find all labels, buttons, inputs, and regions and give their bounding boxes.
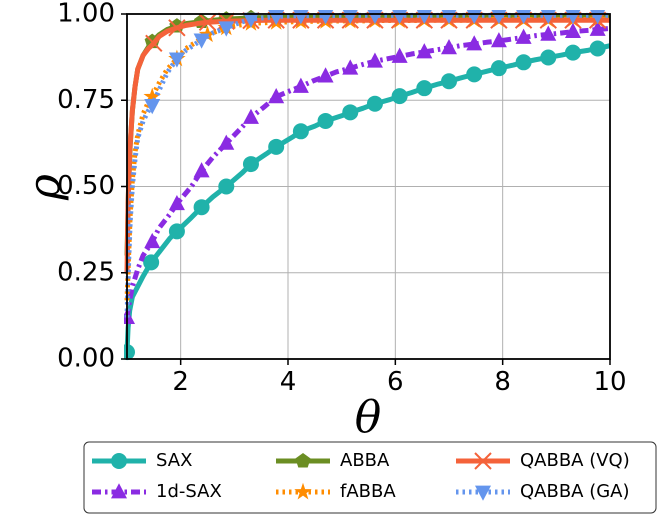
- data-point: [366, 95, 383, 112]
- series-1d-sax: [124, 20, 611, 324]
- legend-item: SAX: [92, 450, 192, 471]
- data-point: [242, 156, 259, 173]
- legend-label: SAX: [156, 450, 192, 471]
- data-point: [589, 40, 606, 57]
- legend-marker: [295, 453, 311, 468]
- data-point: [143, 87, 161, 105]
- data-point: [242, 12, 259, 28]
- y-tick-label: 0.25: [57, 257, 115, 287]
- legend-item: QABBA (GA): [456, 481, 630, 502]
- legend-label: QABBA (GA): [520, 481, 630, 502]
- data-point: [198, 13, 217, 31]
- x-tick-label: 10: [593, 367, 626, 397]
- data-point: [416, 80, 433, 97]
- data-point: [391, 47, 408, 63]
- data-point: [242, 108, 259, 124]
- series-sax: [124, 40, 611, 361]
- series-fabba: [124, 10, 610, 301]
- data-point: [466, 66, 483, 83]
- data-point: [193, 33, 210, 49]
- data-point: [292, 77, 309, 93]
- legend-label: ABBA: [340, 450, 390, 471]
- data-point: [145, 34, 163, 53]
- data-point: [268, 138, 285, 155]
- series-qabba-ga: [124, 10, 610, 318]
- x-tick-label: 4: [280, 367, 297, 397]
- data-point: [391, 88, 408, 105]
- legend-marker: [474, 452, 492, 470]
- legend-marker: [294, 482, 312, 500]
- legend-item: ABBA: [276, 450, 390, 471]
- x-tick-label: 6: [387, 367, 404, 397]
- data-point: [218, 134, 235, 150]
- data-point: [441, 73, 457, 90]
- data-point: [342, 59, 359, 75]
- data-point: [515, 28, 532, 44]
- data-point: [168, 19, 186, 37]
- y-tick-label: 0.50: [57, 171, 115, 201]
- series-line: [124, 12, 610, 318]
- series-qabba-vq: [124, 11, 610, 273]
- legend-box: [83, 441, 657, 514]
- data-point: [564, 22, 581, 38]
- data-point: [168, 223, 185, 240]
- legend-label: 1d-SAX: [156, 481, 222, 502]
- legend-label: QABBA (VQ): [520, 450, 630, 471]
- data-point: [466, 35, 483, 51]
- series-line: [124, 13, 610, 256]
- data-point: [168, 52, 185, 68]
- data-point: [317, 112, 334, 129]
- legend-item: fABBA: [276, 481, 396, 502]
- data-point: [268, 88, 285, 104]
- legend-marker: [111, 483, 127, 499]
- data-point: [490, 60, 507, 77]
- data-point: [589, 20, 606, 36]
- legend-marker: [475, 485, 491, 501]
- data-point: [317, 67, 334, 83]
- data-point: [218, 178, 235, 195]
- data-point: [218, 21, 235, 37]
- ticks: 2 4 6 8 10 0.00 0.25 0.50 0.75 1.00: [57, 0, 626, 397]
- data-point: [366, 52, 383, 68]
- legend-label: fABBA: [340, 481, 396, 502]
- x-axis-title: θ: [355, 392, 382, 443]
- data-point: [144, 232, 161, 249]
- data-point: [540, 25, 557, 41]
- data-point: [342, 104, 359, 121]
- y-tick-label: 0.75: [57, 85, 115, 115]
- data-point: [416, 43, 433, 59]
- y-tick-label: 1.00: [57, 0, 115, 29]
- series-line: [124, 43, 611, 353]
- legend: SAX 1d-SAX ABBA fABBA QABBA (VQ) QABBA (GA): [83, 441, 657, 514]
- data-point: [490, 32, 507, 48]
- data-point: [292, 123, 309, 140]
- data-point: [168, 194, 185, 211]
- x-tick-label: 2: [172, 367, 189, 397]
- y-tick-label: 0.00: [57, 344, 115, 374]
- data-point: [143, 254, 160, 271]
- data-point: [441, 39, 457, 55]
- x-tick-label: 8: [494, 367, 511, 397]
- legend-item: QABBA (VQ): [456, 450, 630, 471]
- legend-item: 1d-SAX: [92, 481, 222, 502]
- data-point: [193, 199, 210, 216]
- y-axis-title: ρ: [20, 174, 71, 201]
- data-point: [144, 99, 161, 115]
- legend-marker: [111, 453, 127, 469]
- data-point: [540, 49, 557, 66]
- series-abba: [124, 10, 610, 256]
- series-layer: [124, 10, 611, 361]
- data-point: [515, 54, 532, 71]
- data-point: [193, 162, 210, 178]
- data-point: [564, 44, 581, 61]
